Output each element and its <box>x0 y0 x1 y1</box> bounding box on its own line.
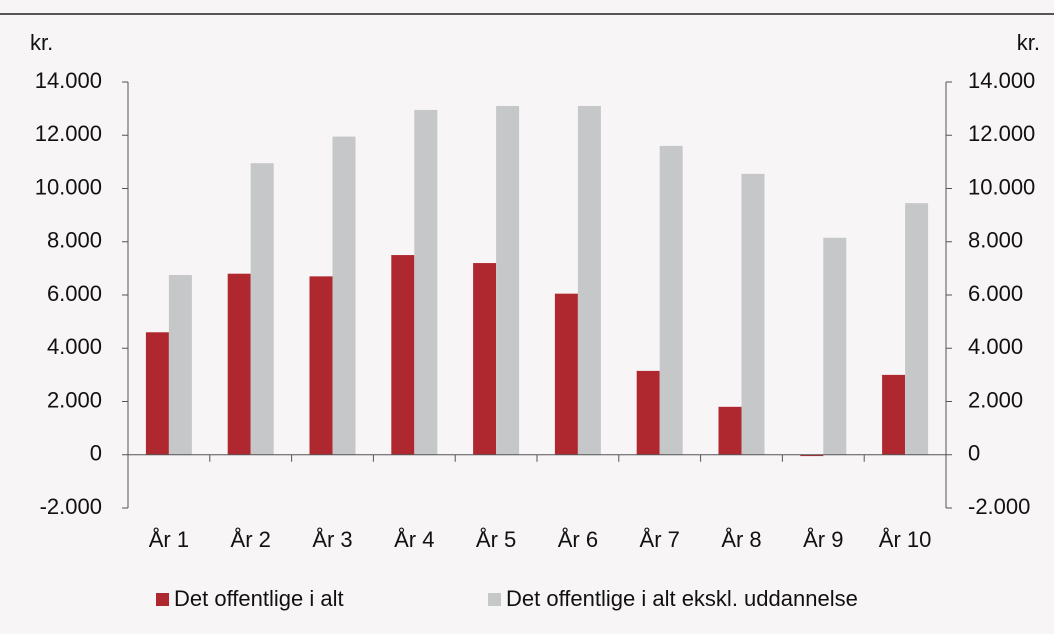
bar <box>554 293 578 455</box>
bar <box>636 370 660 455</box>
legend-swatch <box>488 593 501 606</box>
bar <box>309 276 333 455</box>
y-tick-label: 10.000 <box>35 174 102 199</box>
y2-tick-label: -2.000 <box>968 494 1030 519</box>
x-tick-label: År 10 <box>879 527 932 552</box>
y-tick-label: 4.000 <box>47 334 102 359</box>
bar <box>168 275 192 455</box>
bar <box>332 136 356 455</box>
y2-tick-label: 14.000 <box>968 68 1035 93</box>
bar <box>823 237 847 455</box>
y-tick-label: 0 <box>90 441 102 466</box>
x-tick-label: År 7 <box>640 527 680 552</box>
y2-tick-label: 2.000 <box>968 387 1023 412</box>
bar <box>577 105 601 455</box>
bar <box>414 109 438 455</box>
y-tick-label: -2.000 <box>40 494 102 519</box>
y2-tick-label: 12.000 <box>968 121 1035 146</box>
x-tick-label: År 9 <box>803 527 843 552</box>
y-tick-label: 8.000 <box>47 228 102 253</box>
x-tick-label: År 2 <box>231 527 271 552</box>
y-tick-label: 6.000 <box>47 281 102 306</box>
x-tick-label: År 5 <box>476 527 516 552</box>
y-tick-label: 2.000 <box>47 387 102 412</box>
bar <box>800 454 824 457</box>
bar <box>227 273 251 455</box>
y-tick-label: 12.000 <box>35 121 102 146</box>
legend-label: Det offentlige i alt ekskl. uddannelse <box>506 586 858 611</box>
y-tick-label: 14.000 <box>35 68 102 93</box>
y2-tick-label: 0 <box>968 441 980 466</box>
y2-tick-label: 6.000 <box>968 281 1023 306</box>
x-tick-label: År 4 <box>394 527 434 552</box>
bar <box>905 203 929 455</box>
bar <box>882 374 906 455</box>
y2-axis-label: kr. <box>1017 30 1040 55</box>
bar <box>250 163 274 455</box>
y2-tick-label: 4.000 <box>968 334 1023 359</box>
legend-swatch <box>156 593 169 606</box>
x-tick-label: År 8 <box>721 527 761 552</box>
bar <box>473 263 497 455</box>
y-axis-label: kr. <box>30 30 53 55</box>
bar <box>659 145 683 455</box>
x-tick-label: År 3 <box>312 527 352 552</box>
x-tick-label: År 1 <box>149 527 189 552</box>
bar <box>391 255 415 455</box>
bar <box>741 173 765 455</box>
y2-tick-label: 8.000 <box>968 228 1023 253</box>
x-tick-label: År 6 <box>558 527 598 552</box>
y2-tick-label: 10.000 <box>968 174 1035 199</box>
bar <box>496 105 520 455</box>
bar <box>145 332 169 455</box>
bar <box>718 406 742 455</box>
legend-label: Det offentlige i alt <box>174 586 344 611</box>
